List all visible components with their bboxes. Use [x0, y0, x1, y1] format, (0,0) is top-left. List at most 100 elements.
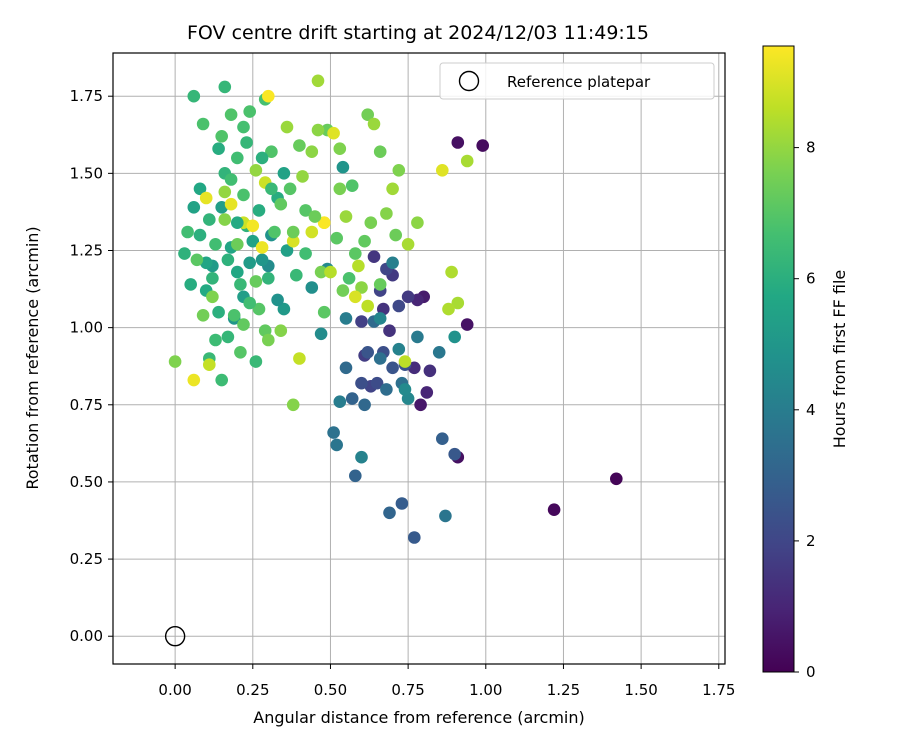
y-tick-label: 1.75 [70, 87, 103, 105]
legend: Reference platepar [439, 62, 715, 100]
colorbar-tick-label: 8 [806, 139, 816, 157]
data-point [193, 228, 207, 242]
data-point [184, 278, 197, 291]
data-point [268, 225, 281, 239]
data-point [451, 296, 465, 310]
data-point [203, 213, 216, 226]
data-point [439, 509, 452, 523]
reference-platepar-marker [164, 626, 186, 647]
data-point [308, 210, 322, 223]
data-point [355, 315, 368, 328]
data-point [286, 234, 300, 248]
data-point [221, 330, 235, 344]
data-point [367, 250, 381, 263]
data-point [342, 272, 356, 285]
data-point [317, 216, 331, 229]
data-point [345, 179, 359, 192]
data-point [231, 151, 244, 165]
data-point [277, 302, 291, 316]
data-point [398, 383, 412, 396]
data-point [327, 426, 340, 439]
data-point [243, 105, 256, 118]
data-point [420, 386, 434, 399]
data-point [249, 275, 263, 288]
data-point [314, 265, 328, 279]
data-point [249, 355, 263, 368]
data-point [314, 327, 328, 341]
data-point [364, 216, 378, 229]
data-point [398, 355, 412, 368]
data-point [333, 182, 347, 196]
data-point [445, 265, 458, 279]
data-point [234, 278, 247, 291]
data-point [451, 136, 465, 149]
data-point [286, 225, 300, 239]
data-point [231, 238, 244, 251]
data-point [311, 74, 325, 88]
data-point [299, 204, 312, 217]
data-point [349, 290, 362, 304]
colorbar-tick-label: 2 [806, 532, 816, 550]
data-point [224, 197, 238, 211]
y-tick-label: 1.50 [70, 164, 103, 182]
data-point [386, 182, 399, 196]
x-tick-label: 0.75 [391, 681, 424, 699]
data-point [448, 330, 462, 344]
data-point [448, 447, 462, 461]
data-point [414, 398, 427, 412]
data-point [199, 191, 213, 205]
data-point [373, 352, 387, 365]
data-point [187, 201, 201, 214]
data-point [373, 278, 387, 291]
data-point [231, 265, 244, 279]
data-point [218, 185, 232, 199]
data-point [206, 272, 219, 285]
data-point [386, 256, 399, 270]
data-point [355, 376, 368, 390]
data-point [370, 376, 384, 390]
data-point [476, 139, 490, 152]
data-point [380, 207, 393, 220]
data-point [249, 164, 263, 177]
data-point [408, 531, 421, 544]
data-point [280, 120, 294, 134]
colorbar-tick-label: 0 [806, 663, 816, 681]
data-point [436, 432, 449, 446]
data-point [383, 324, 396, 338]
x-axis-label: Angular distance from reference (arcmin) [253, 708, 584, 727]
x-tick-label: 1.75 [702, 681, 735, 699]
data-point [237, 120, 250, 134]
data-point [392, 299, 406, 313]
data-point [401, 290, 415, 304]
data-point [187, 373, 201, 387]
data-point [339, 210, 353, 223]
data-point [286, 398, 300, 412]
data-point [411, 216, 424, 229]
data-point [383, 506, 396, 520]
data-point [255, 241, 269, 254]
data-point [243, 256, 256, 270]
y-tick-label: 0.25 [70, 550, 103, 568]
data-points [168, 74, 623, 544]
legend-reference-marker-icon [458, 70, 480, 92]
data-point [333, 142, 347, 155]
data-point [317, 305, 331, 319]
data-point [187, 89, 201, 103]
data-point [221, 253, 235, 267]
data-point [206, 290, 219, 304]
data-point [373, 145, 387, 158]
data-point [271, 293, 284, 307]
data-point [255, 253, 269, 267]
data-point [178, 247, 191, 260]
grid-lines [113, 53, 725, 664]
data-point [432, 346, 446, 359]
data-point [196, 117, 210, 131]
data-point [336, 160, 350, 174]
data-point [436, 164, 449, 177]
data-point [349, 247, 362, 260]
plot-frame [112, 52, 726, 665]
data-point [330, 231, 344, 245]
data-point [330, 438, 344, 452]
